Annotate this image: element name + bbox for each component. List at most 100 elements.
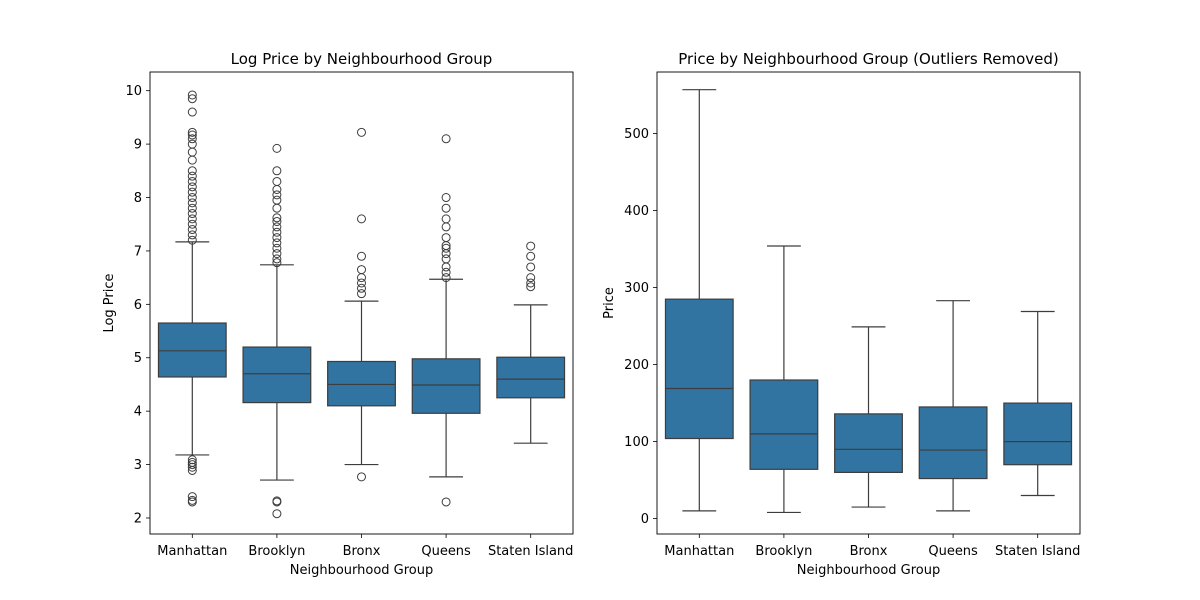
box-bronx bbox=[834, 326, 903, 508]
outlier-point bbox=[357, 278, 366, 288]
outlier-point bbox=[187, 203, 197, 213]
outlier-point bbox=[441, 243, 451, 253]
chart-panel-1: Log Price by Neighbourhood Group 2 3 4 5 6 7 8 9… bbox=[102, 50, 574, 578]
x-tick-label: Queens bbox=[928, 544, 978, 559]
box-staten-island bbox=[1003, 310, 1073, 497]
outlier-point bbox=[357, 265, 366, 275]
outlier-point bbox=[357, 283, 366, 293]
y-tick-label: 3 bbox=[134, 458, 142, 473]
outlier-point bbox=[526, 278, 536, 288]
box-iqr bbox=[327, 360, 396, 407]
outlier-point bbox=[187, 193, 197, 203]
x-axis-label: Neighbourhood Group bbox=[797, 563, 941, 578]
outlier-point bbox=[272, 222, 282, 232]
outlier-point bbox=[272, 258, 282, 268]
outlier-point bbox=[272, 185, 282, 195]
y-tick-label: 5 bbox=[134, 351, 142, 366]
x-tick-label: Bronx bbox=[343, 544, 381, 559]
outlier-point bbox=[357, 214, 366, 224]
outlier-point bbox=[187, 139, 197, 149]
outlier-point bbox=[187, 127, 197, 137]
outlier-point bbox=[441, 497, 451, 507]
x-tick-label: Staten Island bbox=[995, 544, 1080, 559]
outlier-point bbox=[526, 251, 536, 261]
outlier-point bbox=[187, 495, 197, 505]
outlier-point bbox=[441, 233, 451, 243]
outlier-point bbox=[526, 262, 536, 272]
box-manhattan bbox=[664, 89, 734, 512]
outlier-point bbox=[187, 214, 197, 224]
outlier-point bbox=[187, 187, 197, 197]
box-iqr bbox=[664, 298, 734, 440]
outlier-point bbox=[441, 254, 451, 264]
outlier-point bbox=[187, 94, 197, 104]
outlier-point bbox=[441, 273, 451, 283]
box-iqr bbox=[496, 356, 566, 399]
outlier-point bbox=[272, 176, 282, 186]
outlier-point bbox=[187, 460, 197, 470]
plot-frame bbox=[656, 71, 1081, 535]
outlier-point bbox=[526, 282, 536, 292]
x-tick-label: Brooklyn bbox=[248, 544, 305, 559]
box-queens bbox=[918, 300, 988, 512]
outlier-point bbox=[187, 225, 197, 235]
outlier-point bbox=[441, 193, 451, 203]
y-tick-label: 4 bbox=[134, 405, 142, 420]
outlier-point bbox=[187, 492, 197, 502]
outlier-point bbox=[272, 190, 282, 200]
outlier-point bbox=[187, 147, 197, 157]
box-iqr bbox=[411, 358, 481, 414]
x-tick-label: Queens bbox=[421, 544, 471, 559]
y-tick-label: 6 bbox=[134, 298, 142, 313]
outlier-point bbox=[272, 166, 282, 176]
box-manhattan bbox=[157, 90, 227, 507]
y-tick-label: 400 bbox=[624, 204, 649, 219]
chart-title: Price by Neighbourhood Group (Outliers R… bbox=[678, 50, 1058, 68]
y-tick-label: 7 bbox=[134, 244, 142, 259]
outlier-point bbox=[187, 182, 197, 192]
box-iqr bbox=[749, 379, 819, 470]
x-tick-label: Brooklyn bbox=[755, 544, 812, 559]
chart-title: Log Price by Neighbourhood Group bbox=[231, 50, 493, 68]
y-tick-label: 10 bbox=[125, 84, 142, 99]
y-tick-label: 100 bbox=[624, 435, 649, 450]
outlier-point bbox=[187, 155, 197, 165]
outlier-point bbox=[272, 227, 282, 237]
outlier-point bbox=[187, 134, 197, 144]
box-iqr bbox=[1003, 402, 1073, 466]
box-iqr bbox=[834, 413, 903, 474]
box-bronx bbox=[327, 127, 396, 482]
x-tick-label: Manhattan bbox=[157, 544, 227, 559]
y-tick-label: 9 bbox=[134, 138, 142, 153]
x-tick-label: Staten Island bbox=[488, 544, 573, 559]
x-axis-label: Neighbourhood Group bbox=[290, 563, 434, 578]
outlier-point bbox=[272, 496, 282, 506]
outlier-point bbox=[272, 233, 282, 243]
outlier-point bbox=[357, 251, 366, 261]
outlier-point bbox=[441, 214, 451, 224]
outlier-point bbox=[272, 143, 282, 153]
box-brooklyn bbox=[749, 245, 819, 514]
outlier-point bbox=[441, 267, 451, 277]
outlier-point bbox=[441, 262, 451, 272]
outlier-point bbox=[526, 273, 536, 283]
y-tick-label: 200 bbox=[624, 358, 649, 373]
y-tick-label: 0 bbox=[641, 512, 649, 527]
outlier-point bbox=[441, 222, 451, 232]
outlier-point bbox=[187, 107, 197, 117]
outlier-point bbox=[187, 176, 197, 186]
outlier-point bbox=[357, 127, 366, 137]
y-tick-label: 2 bbox=[134, 511, 142, 526]
outlier-point bbox=[272, 195, 282, 205]
outlier-point bbox=[357, 472, 366, 482]
outlier-point bbox=[272, 254, 282, 264]
outlier-point bbox=[187, 455, 197, 465]
y-axis-label: Log Price bbox=[102, 273, 117, 332]
outlier-point bbox=[272, 509, 282, 519]
outlier-point bbox=[441, 134, 451, 144]
outlier-point bbox=[526, 241, 536, 251]
outlier-point bbox=[272, 238, 282, 248]
outlier-point bbox=[272, 243, 282, 253]
box-iqr bbox=[242, 346, 312, 404]
